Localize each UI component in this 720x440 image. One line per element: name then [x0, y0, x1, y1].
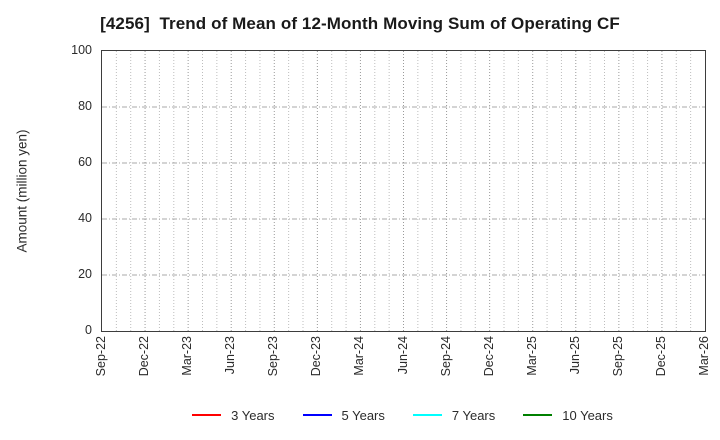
y-tick-label: 60: [78, 154, 92, 169]
legend: 3 Years 5 Years 7 Years 10 Years: [101, 404, 704, 426]
y-tick-label: 80: [78, 98, 92, 113]
legend-item-10-years: 10 Years: [523, 408, 613, 423]
x-tick-label: Dec-25: [653, 336, 668, 377]
y-tick-label: 100: [71, 42, 92, 57]
x-tick-label: Mar-25: [524, 336, 539, 376]
legend-line-7-years-icon: [412, 414, 442, 416]
x-tick-label: Jun-23: [223, 336, 238, 375]
plot-area: [101, 50, 706, 332]
gridlines-and-series: [102, 51, 705, 331]
x-tick-label: Dec-23: [309, 336, 324, 377]
legend-label-7-years: 7 Years: [451, 407, 496, 423]
x-tick-label: Jun-24: [395, 336, 410, 375]
x-tick-label: Sep-25: [610, 336, 625, 377]
y-axis-title: Amount (million yen): [14, 129, 30, 253]
legend-line-5-years-icon: [302, 414, 332, 416]
x-tick-label: Sep-24: [438, 336, 453, 377]
legend-line-10-years-icon: [523, 414, 553, 416]
x-tick-label: Mar-24: [352, 336, 367, 376]
legend-item-5-years: 5 Years: [302, 407, 385, 423]
chart-title: [4256] Trend of Mean of 12-Month Moving …: [100, 14, 620, 33]
x-tick-label: Sep-22: [94, 336, 108, 377]
x-tick-label: Sep-23: [266, 336, 281, 377]
x-tick-label: Mar-23: [180, 336, 195, 376]
legend-label-3-years: 3 Years: [231, 407, 275, 423]
y-tick-label: 40: [78, 210, 92, 225]
y-tick-label: 0: [85, 322, 92, 337]
x-tick-label: Dec-22: [137, 336, 152, 377]
legend-line-3-years-icon: [192, 414, 222, 416]
y-tick-label: 20: [78, 266, 92, 281]
legend-label-5-years: 5 Years: [341, 407, 385, 423]
x-tick-label: Mar-26: [697, 336, 711, 376]
legend-label-10-years: 10 Years: [562, 407, 613, 423]
x-tick-label: Jun-25: [567, 336, 582, 375]
legend-item-3-years: 3 Years: [192, 407, 275, 423]
x-tick-label: Dec-24: [481, 336, 496, 377]
legend-item-7-years: 7 Years: [412, 407, 496, 423]
